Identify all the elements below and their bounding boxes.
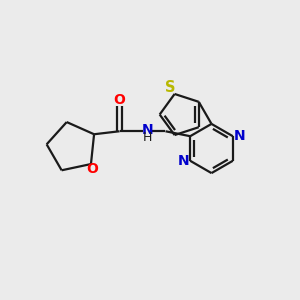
Text: O: O: [86, 163, 98, 176]
Text: O: O: [114, 93, 125, 107]
Text: S: S: [165, 80, 175, 95]
Text: N: N: [234, 129, 245, 143]
Text: H: H: [142, 131, 152, 144]
Text: N: N: [141, 123, 153, 137]
Text: N: N: [178, 154, 189, 168]
